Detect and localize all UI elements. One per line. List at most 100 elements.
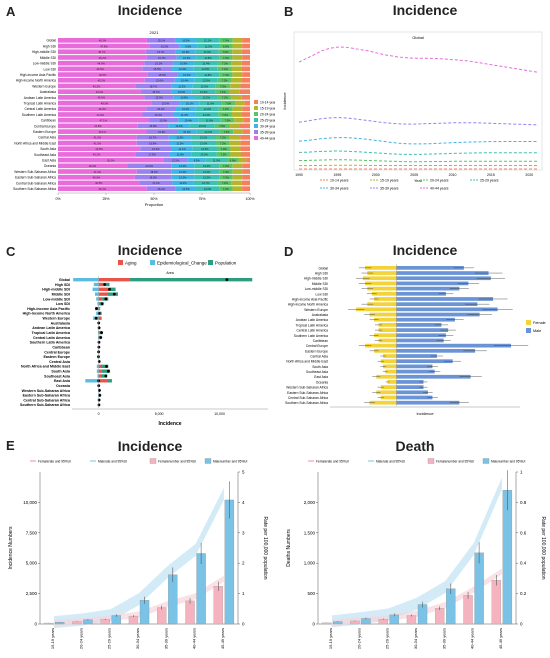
panel-e-death-y2-label: Rate per 100,000 population xyxy=(540,516,546,579)
panel-d-male-bar xyxy=(396,343,512,348)
panel-c-bar-segment xyxy=(98,374,102,378)
panel-a-bar-segment xyxy=(58,95,145,100)
panel-a-bar-segment xyxy=(191,140,217,146)
panel-a-bar-label: 12.2% xyxy=(203,96,211,100)
panel-a-bar-segment xyxy=(232,106,243,112)
panel-a-bar-label: 13.0% xyxy=(203,176,211,180)
panel-b-legend-label: 40-44 years xyxy=(430,187,449,191)
panel-a-bar-label: 11.8% xyxy=(206,118,214,122)
panel-d-male-bar xyxy=(396,359,453,364)
panel-a-bar-segment xyxy=(58,146,141,152)
panel-d-region-label: Eastern Europe xyxy=(305,349,328,353)
panel-a-bar-label: 10.3% xyxy=(183,130,191,134)
panel-a-bar-label: 10.4% xyxy=(181,79,189,83)
panel-a-bar-label: 15.5% xyxy=(160,118,168,122)
panel-a-x-tick-label: 100% xyxy=(246,197,255,201)
panel-a-bar-segment xyxy=(226,157,239,163)
panel-a-bar-segment xyxy=(147,72,178,77)
panel-b-legend-label: 30-34 years xyxy=(330,187,349,191)
panel-e-death-y2-tick-label: 0.4 xyxy=(520,561,527,566)
panel-a-bar-segment xyxy=(205,157,227,163)
panel-a-bar-segment xyxy=(140,146,172,152)
panel-a-bar-segment xyxy=(219,38,233,43)
panel-a-legend-label: 10-14 years xyxy=(260,101,275,105)
panel-c-total-dot xyxy=(99,336,103,339)
panel-e-incidence-x-tick-label: 40-44 years xyxy=(192,628,197,649)
panel-e-incidence-y-tick-label: 10,000 xyxy=(23,500,37,505)
panel-d-female-bar xyxy=(385,369,397,374)
panel-c-bar-segment xyxy=(100,311,102,316)
panel-d-region-label: Low-middle SDI xyxy=(305,287,328,291)
panel-b-y-label: Incidence xyxy=(282,92,287,110)
panel-a-bar-label: 41.0% xyxy=(94,141,102,145)
panel-c-bar-segment xyxy=(98,369,102,373)
panel-c-region-label: East Asia xyxy=(54,379,71,383)
panel-d-female-bar xyxy=(378,323,397,327)
panel-d-letter: D xyxy=(284,244,294,259)
panel-e-letter: E xyxy=(6,438,15,453)
panel-a-bar-segment xyxy=(136,140,169,146)
panel-d-region-label: Global xyxy=(318,266,328,270)
panel-a-bar-segment xyxy=(194,169,220,174)
panel-a-bar-segment xyxy=(174,77,195,83)
panel-a-bar-segment xyxy=(196,38,220,43)
panel-d-region-label: High-middle SDI xyxy=(304,277,328,281)
panel-c-bar-segment xyxy=(73,278,99,282)
panel-a-bar-label: 10.3% xyxy=(183,56,191,60)
panel-a-region-label: Andean Latin America xyxy=(24,96,56,100)
panel-b-x-tick-label: 2010 xyxy=(449,173,457,177)
panel-d-female-bar xyxy=(376,374,397,379)
panel-e-death-y-tick-label: 2,000 xyxy=(304,500,316,505)
panel-a-bar-label: 7.6% xyxy=(219,124,226,128)
panel-a-bar-segment xyxy=(193,180,218,186)
panel-c-bar-segment xyxy=(98,364,102,369)
panel-a-bar-segment xyxy=(229,134,241,140)
panel-a-bar-label: 12.4% xyxy=(202,61,210,65)
panel-e-death-title: Death xyxy=(395,438,435,454)
panel-c-total-dot xyxy=(112,292,116,296)
panel-a-bar-label: 7.2% xyxy=(222,96,229,100)
panel-e-death-x-tick-label: 40-44 years xyxy=(470,628,475,649)
panel-d-female-bar xyxy=(356,307,397,312)
panel-a-bar-segment xyxy=(218,49,233,55)
panel-a-bar-label: 7.2% xyxy=(220,141,227,145)
panel-d-region-label: Low SDI xyxy=(316,292,329,296)
panel-a-region-label: Central Latin America xyxy=(24,107,56,111)
panel-a-bar-label: 11.6% xyxy=(176,136,184,140)
panel-a-bar-segment xyxy=(241,66,250,72)
panel-c-bar-segment xyxy=(107,292,118,296)
panel-a-legend-swatch xyxy=(254,130,258,134)
panel-a-bar-label: 45.7% xyxy=(98,50,106,54)
panel-d-male-bar xyxy=(396,281,469,286)
panel-e-death-female-rate-band xyxy=(332,568,502,626)
panel-e-incidence-y2-tick-label: 4 xyxy=(242,500,245,505)
panel-a-bar-segment xyxy=(239,89,250,95)
panel-e-death-legend-label: Femalerate and 95%UI xyxy=(316,460,349,464)
panel-c-total-dot xyxy=(100,331,104,335)
panel-a-region-label: Eastern Sub-Saharan Africa xyxy=(15,176,56,180)
panel-d-male-bar xyxy=(396,364,433,369)
panel-a-bar-segment xyxy=(172,180,194,186)
panel-a-bar-segment xyxy=(231,77,242,83)
panel-e-incidence-y2-label: Rate per 100,000 population xyxy=(262,516,268,579)
panel-c-bar-segment xyxy=(98,330,100,335)
panel-b-letter: B xyxy=(284,4,294,19)
panel-a-region-label: High-middle SDI xyxy=(32,50,56,54)
panel-c-region-label: Andean Latin America xyxy=(32,326,71,330)
panel-d-region-label: South Asia xyxy=(312,365,328,369)
panel-a-bar-label: 7.2% xyxy=(221,153,228,157)
panel-d-legend-label: Female xyxy=(533,321,546,325)
panel-c-bar-segment xyxy=(109,287,116,291)
panel-a-region-label: High-income Asia Pacific xyxy=(20,73,57,77)
panel-a-bar-segment xyxy=(231,112,242,117)
panel-c-bar-segment xyxy=(98,297,103,301)
panel-c-region-label: Southeast Asia xyxy=(44,374,71,378)
panel-a-bar-segment xyxy=(171,169,195,174)
panel-a-bar-segment xyxy=(179,100,200,106)
panel-a-bar-segment xyxy=(144,77,175,83)
panel-a-bar-segment xyxy=(221,100,236,106)
panel-a-legend-swatch xyxy=(254,124,258,128)
panel-a-bar-label: 44.0% xyxy=(97,113,105,117)
panel-a-bar-segment xyxy=(242,174,250,180)
panel-d-region-label: Central Europe xyxy=(306,344,328,348)
